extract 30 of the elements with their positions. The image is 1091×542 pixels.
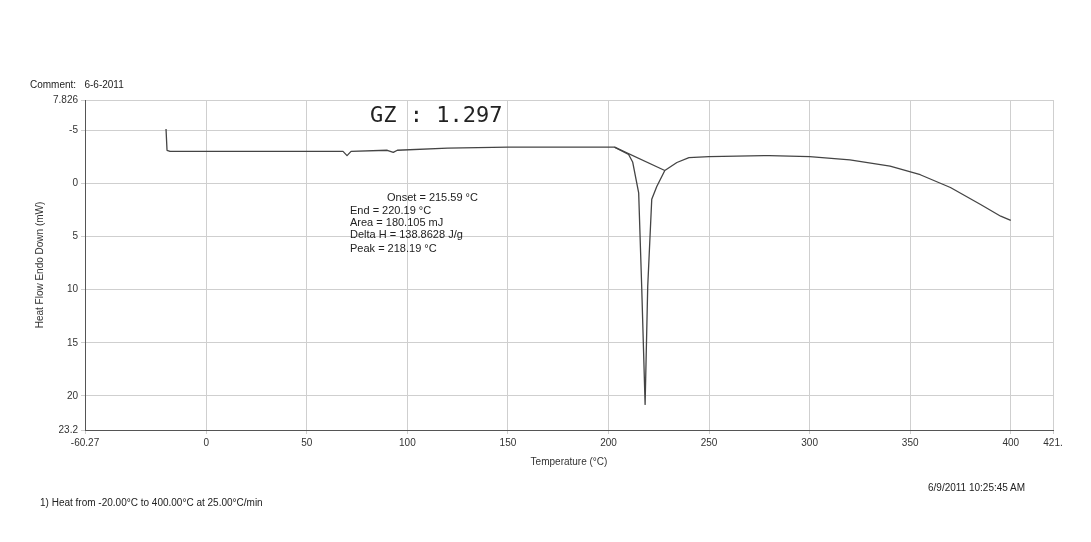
y-tick-label: 0 <box>72 176 79 188</box>
annotation: Delta H = 138.8628 J/g <box>350 228 463 240</box>
x-tick-label: 100 <box>399 436 417 448</box>
text: 6/9/2011 10:25:45 AM <box>928 482 1026 493</box>
y-axis-title: Heat Flow Endo Down (mW) <box>33 201 45 329</box>
x-tick-label: 0 <box>203 436 210 448</box>
y-tick-label: 7.826 <box>52 93 79 105</box>
x-axis-title: Temperature (°C) <box>530 455 608 467</box>
annotation: GZ : 1.297 <box>370 102 503 127</box>
text: Comment: 6-6-2011 <box>30 79 125 90</box>
x-tick-label: 350 <box>901 436 919 448</box>
y-tick-label: 10 <box>66 283 79 295</box>
y-tick-label: 23.2 <box>58 423 79 435</box>
y-tick-label: -5 <box>69 123 79 135</box>
annotation: End = 220.19 °C <box>350 204 432 216</box>
x-tick-label: 400 <box>1002 436 1020 448</box>
x-tick-label: 200 <box>600 436 618 448</box>
x-tick-label: -60.27 <box>70 436 100 448</box>
x-tick-label: 250 <box>700 436 718 448</box>
text: 1) Heat from -20.00°C to 400.00°C at 25.00°C/min <box>40 497 263 508</box>
annotation: Onset = 215.59 °C <box>387 191 478 203</box>
x-tick-label: 150 <box>499 436 517 448</box>
annotation: Peak = 218.19 °C <box>350 242 437 254</box>
y-tick-label: 20 <box>66 389 79 401</box>
x-tick-label: 300 <box>801 436 819 448</box>
y-tick-label: 5 <box>72 230 79 242</box>
y-tick-label: 15 <box>66 336 79 348</box>
annotation: Area = 180.105 mJ <box>350 216 444 228</box>
x-tick-label: 50 <box>301 436 313 448</box>
x-tick-label: 421. <box>1043 436 1063 448</box>
